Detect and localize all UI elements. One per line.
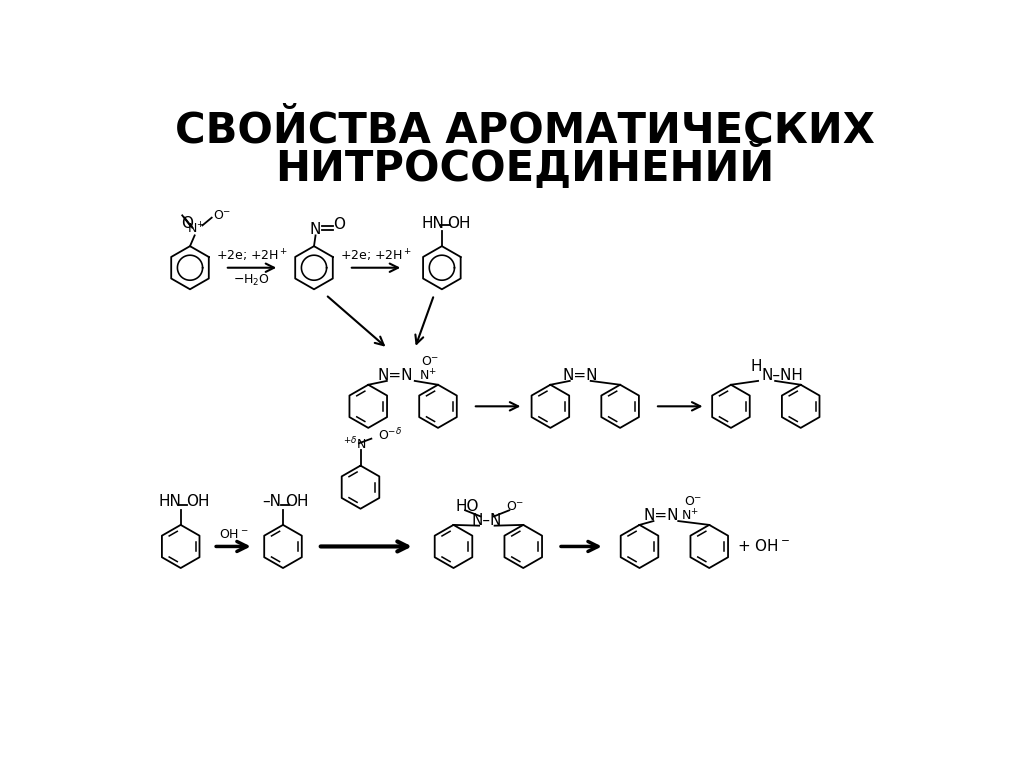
Text: H: H xyxy=(750,359,762,374)
Text: OH: OH xyxy=(186,495,210,509)
Text: HN: HN xyxy=(421,216,444,230)
Text: OH$^-$: OH$^-$ xyxy=(219,528,248,541)
Text: N–NH: N–NH xyxy=(762,368,804,383)
Text: O: O xyxy=(181,216,193,230)
Text: O$^{-\delta}$: O$^{-\delta}$ xyxy=(378,426,401,443)
Text: HN: HN xyxy=(159,495,181,509)
Text: HO: HO xyxy=(456,499,479,514)
Text: $^{+\delta}$N: $^{+\delta}$N xyxy=(343,435,366,452)
Text: $\mathrm{N^{+}}$: $\mathrm{N^{+}}$ xyxy=(187,222,205,237)
Text: СВОЙСТВА АРОМАТИЧЕСКИХ: СВОЙСТВА АРОМАТИЧЕСКИХ xyxy=(175,110,874,151)
Text: N–N: N–N xyxy=(472,513,502,528)
Text: OH: OH xyxy=(286,495,308,509)
Text: N=N: N=N xyxy=(378,368,413,383)
Text: $\mathrm{O^{-}}$: $\mathrm{O^{-}}$ xyxy=(213,209,231,222)
Text: $\mathrm{O^{-}}$: $\mathrm{O^{-}}$ xyxy=(684,495,702,508)
Text: OH: OH xyxy=(447,216,471,230)
Text: N=N: N=N xyxy=(643,508,679,523)
Text: $\mathrm{O^{-}}$: $\mathrm{O^{-}}$ xyxy=(421,355,439,368)
Text: + OH$^-$: + OH$^-$ xyxy=(737,538,791,554)
Text: N: N xyxy=(310,222,322,237)
Text: НИТРОСОЕДИНЕНИЙ: НИТРОСОЕДИНЕНИЙ xyxy=(275,143,774,190)
Text: +2e; +2H$^+$: +2e; +2H$^+$ xyxy=(216,247,288,263)
Text: $\mathrm{N^{+}}$: $\mathrm{N^{+}}$ xyxy=(419,368,436,383)
Text: $\mathrm{N^{+}}$: $\mathrm{N^{+}}$ xyxy=(681,508,699,523)
Text: O: O xyxy=(333,217,345,232)
Text: N=N: N=N xyxy=(562,368,598,383)
Text: $-\mathrm{H_2O}$: $-\mathrm{H_2O}$ xyxy=(233,273,270,287)
Text: +2e; +2H$^+$: +2e; +2H$^+$ xyxy=(340,247,413,263)
Text: O$^{-}$: O$^{-}$ xyxy=(506,500,524,513)
Text: –N: –N xyxy=(262,495,282,509)
